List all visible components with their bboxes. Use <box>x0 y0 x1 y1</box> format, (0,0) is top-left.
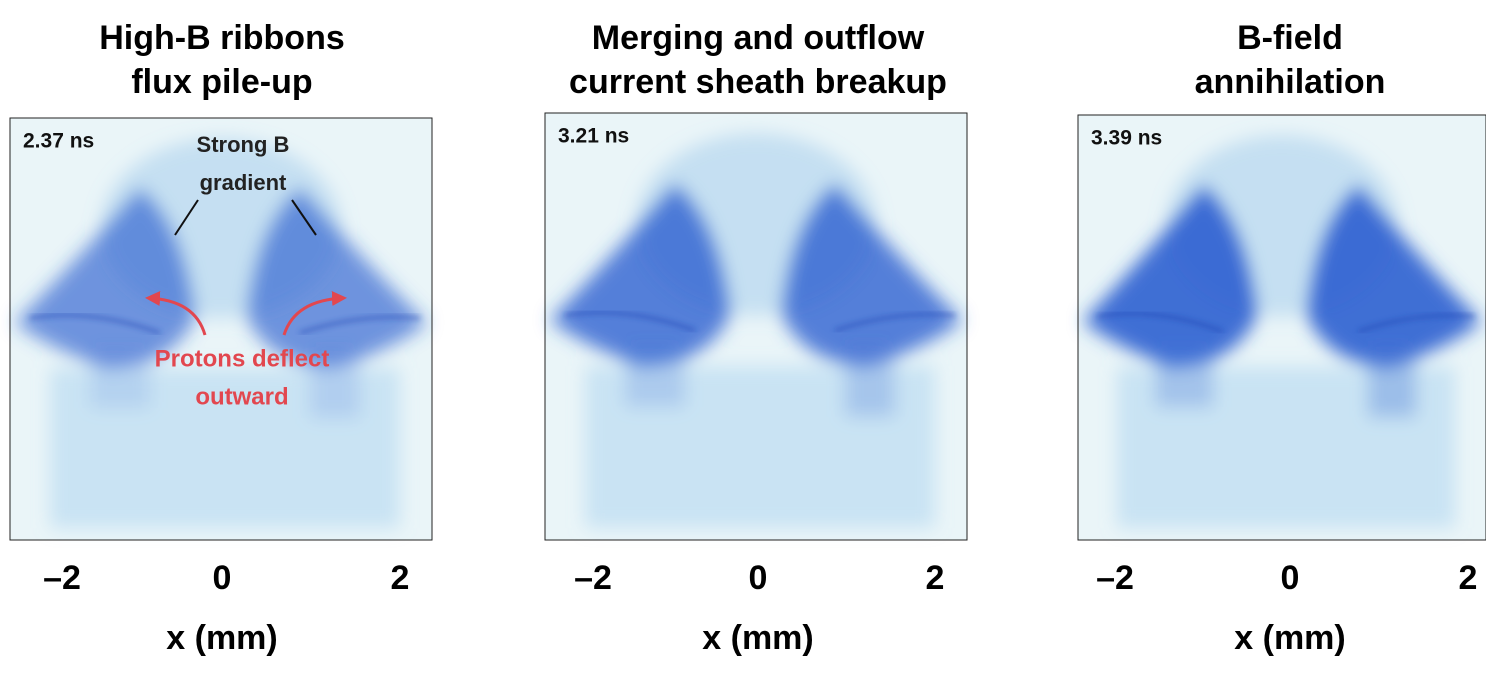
panel: Merging and outflow current sheath breaku… <box>545 19 967 657</box>
lower-patch <box>625 346 685 407</box>
lower-patch <box>1155 347 1213 407</box>
annotation: Protons deflect <box>155 345 330 372</box>
panel: High-B ribbons flux pile-up 2.37 ns –2 0 2 x (… <box>10 19 432 657</box>
radiograph <box>545 113 967 540</box>
time-label: 3.21 ns <box>558 125 629 148</box>
lower-patch <box>90 348 150 408</box>
x-tick-label: 2 <box>926 559 945 597</box>
time-label: 3.39 ns <box>1091 127 1162 150</box>
x-tick-label: –2 <box>1096 559 1134 597</box>
lower-patch <box>1368 347 1416 417</box>
panel-title: current sheath breakup <box>569 63 947 101</box>
panel-title: Merging and outflow <box>592 19 925 57</box>
x-tick-label: 0 <box>1281 559 1300 597</box>
x-axis-label: x (mm) <box>1234 619 1345 657</box>
x-tick-label: –2 <box>43 559 81 597</box>
radiograph <box>1078 115 1486 540</box>
lower-patch <box>845 346 895 417</box>
x-tick-label: 2 <box>1459 559 1478 597</box>
x-axis-label: x (mm) <box>702 619 813 657</box>
time-label: 2.37 ns <box>23 130 94 153</box>
figure: High-B ribbons flux pile-up 2.37 ns –2 0 2 x (… <box>0 0 1486 668</box>
annotation: Strong B <box>197 132 290 157</box>
panel-title: B-field <box>1237 19 1343 57</box>
panel: B-field annihilation 3.39 ns –2 0 2 x (mm) <box>1078 19 1486 657</box>
annotation: gradient <box>200 170 287 195</box>
x-tick-label: 2 <box>391 559 410 597</box>
x-tick-label: 0 <box>213 559 232 597</box>
panel-title: annihilation <box>1195 63 1386 101</box>
annotation: outward <box>195 383 288 410</box>
panel-title: High-B ribbons <box>99 19 345 57</box>
x-tick-label: 0 <box>749 559 768 597</box>
panel-title: flux pile-up <box>131 63 312 101</box>
x-axis-label: x (mm) <box>166 619 277 657</box>
x-tick-label: –2 <box>574 559 612 597</box>
